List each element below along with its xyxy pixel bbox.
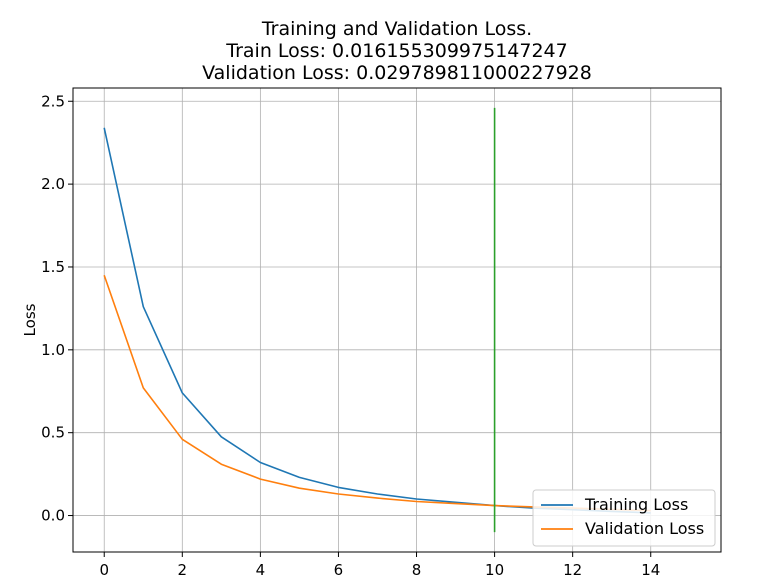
y-tick-label: 2.5 bbox=[41, 92, 65, 110]
y-axis-label: Loss bbox=[21, 303, 39, 336]
x-tick-label: 12 bbox=[563, 561, 582, 579]
x-tick-label: 4 bbox=[256, 561, 266, 579]
chart-title-line-2: Train Loss: 0.016155309975147247 bbox=[226, 40, 568, 62]
y-tick-label: 0.0 bbox=[41, 507, 65, 525]
legend-label: Validation Loss bbox=[585, 519, 704, 538]
legend-box bbox=[532, 489, 716, 547]
plot-frame bbox=[72, 87, 722, 553]
y-tick-label: 1.5 bbox=[41, 258, 65, 276]
legend-label: Training Loss bbox=[584, 495, 688, 514]
chart-title-line-1: Training and Validation Loss. bbox=[261, 18, 533, 40]
series-line-training bbox=[103, 127, 651, 514]
x-tick-label: 14 bbox=[641, 561, 660, 579]
x-tick-label: 10 bbox=[485, 561, 504, 579]
x-tick-label: 2 bbox=[178, 561, 188, 579]
x-tick-label: 8 bbox=[412, 561, 422, 579]
series-line-validation bbox=[103, 275, 651, 512]
y-tick-label: 0.5 bbox=[41, 424, 65, 442]
x-tick-label: 6 bbox=[334, 561, 344, 579]
y-tick-label: 2.0 bbox=[41, 175, 65, 193]
chart-title-line-3: Validation Loss: 0.029789811000227928 bbox=[202, 62, 592, 84]
x-tick-label: 0 bbox=[99, 561, 109, 579]
y-tick-label: 1.0 bbox=[41, 341, 65, 359]
